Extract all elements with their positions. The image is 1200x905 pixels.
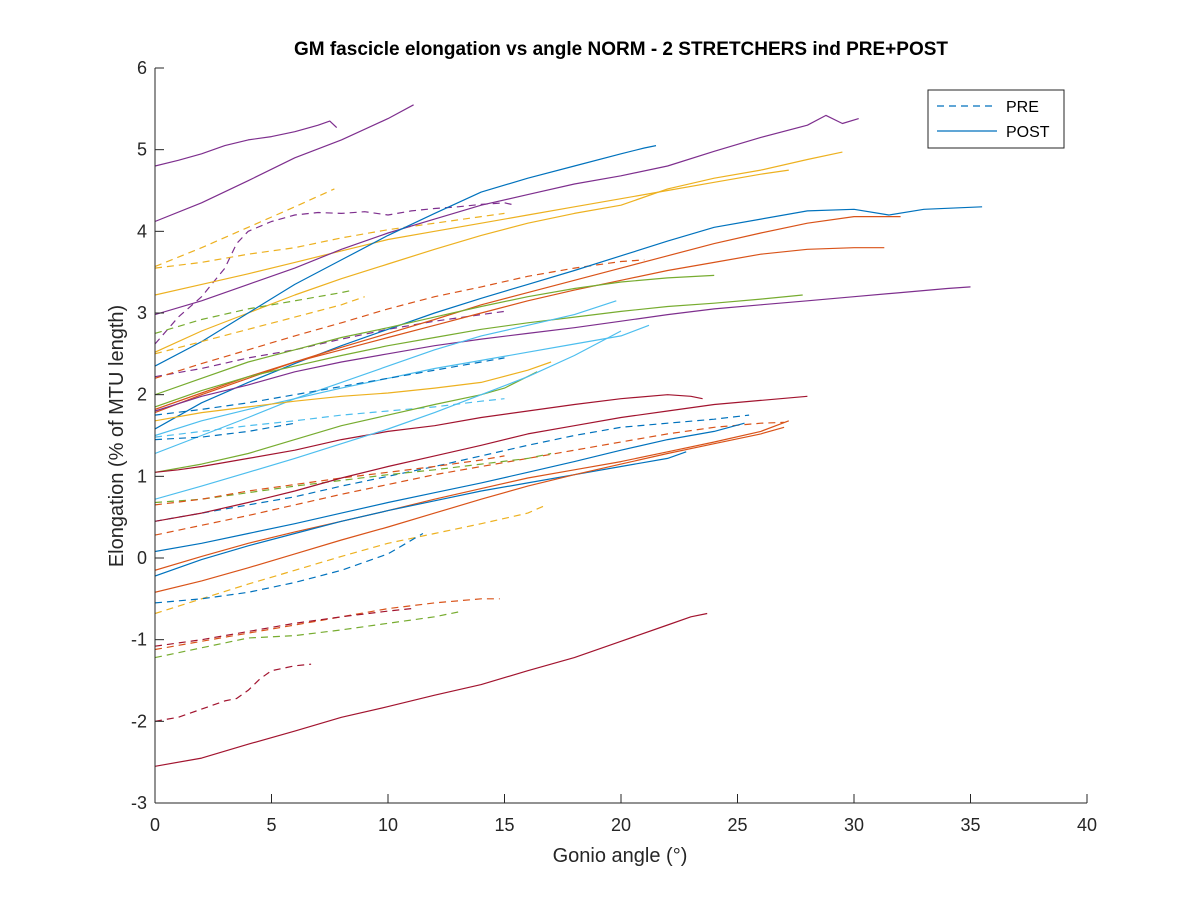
series-line-8 xyxy=(155,145,657,367)
series-line-16 xyxy=(155,274,715,396)
series-line-20 xyxy=(155,300,617,455)
series-line-6 xyxy=(155,151,843,353)
axes: 0 5 10 15 20 25 30 35 40 -3 -2 -1 0 1 2 3 4 5 6 xyxy=(131,58,1097,835)
series-line-35 xyxy=(155,451,687,577)
y-tick-label: 6 xyxy=(137,58,147,78)
y-tick-label: -1 xyxy=(131,630,147,650)
series-line-36 xyxy=(155,426,785,593)
x-tick-label: 30 xyxy=(844,815,864,835)
legend-label-post: POST xyxy=(1006,124,1050,141)
legend-label-pre: PRE xyxy=(1006,99,1039,116)
series-line-39 xyxy=(155,598,500,651)
y-axis-label: Elongation (% of MTU length) xyxy=(106,305,128,567)
y-tick-label: 2 xyxy=(137,385,147,405)
legend: PRE POST xyxy=(927,89,1065,149)
series-line-3 xyxy=(155,202,512,345)
series-line-17 xyxy=(155,294,803,408)
legend-box xyxy=(927,89,1065,149)
series-line-31 xyxy=(155,395,808,522)
series-line-37 xyxy=(155,504,547,615)
y-tick-label: 3 xyxy=(137,303,147,323)
x-tick-label: 20 xyxy=(611,815,631,835)
series-line-34 xyxy=(155,420,790,571)
series-line-25 xyxy=(155,422,295,441)
series-line-32 xyxy=(155,330,622,500)
series-line-43 xyxy=(155,612,708,767)
series-line-4 xyxy=(155,212,505,269)
plot-area xyxy=(155,104,983,767)
y-tick-label: 5 xyxy=(137,140,147,160)
series-line-13 xyxy=(155,206,983,430)
x-axis-label: Gonio angle (°) xyxy=(553,845,688,867)
series-line-10 xyxy=(155,296,365,355)
x-tick-label: 15 xyxy=(494,815,514,835)
series-line-21 xyxy=(155,361,552,422)
x-tick-label: 0 xyxy=(150,815,160,835)
x-tick-label: 35 xyxy=(960,815,980,835)
series-line-23 xyxy=(155,398,505,438)
y-tick-label: 0 xyxy=(137,548,147,568)
series-line-26 xyxy=(155,394,703,473)
series-line-18 xyxy=(155,286,971,412)
series-line-22 xyxy=(155,357,505,416)
chart-title: GM fascicle elongation vs angle NORM - 2… xyxy=(294,39,948,60)
x-tick-label: 25 xyxy=(727,815,747,835)
series-line-28 xyxy=(155,421,785,536)
y-tick-label: 4 xyxy=(137,221,147,241)
series-line-1 xyxy=(155,104,414,223)
x-tick-label: 10 xyxy=(378,815,398,835)
series-line-2 xyxy=(155,188,335,268)
y-tick-label: -2 xyxy=(131,711,147,731)
x-tick-label: 5 xyxy=(266,815,276,835)
x-tick-label: 40 xyxy=(1077,815,1097,835)
series-line-0 xyxy=(155,120,338,167)
series-line-5 xyxy=(155,169,789,296)
series-line-30 xyxy=(155,455,505,506)
series-line-7 xyxy=(155,114,859,316)
series-line-24 xyxy=(155,371,538,473)
series-line-9 xyxy=(155,289,354,334)
series-line-27 xyxy=(155,414,750,522)
series-line-12 xyxy=(155,259,645,379)
series-line-29 xyxy=(155,452,552,504)
series-line-33 xyxy=(155,422,745,553)
y-tick-label: -3 xyxy=(131,793,147,813)
series-line-15 xyxy=(155,247,885,410)
y-tick-label: 1 xyxy=(137,466,147,486)
series-line-19 xyxy=(155,324,650,437)
